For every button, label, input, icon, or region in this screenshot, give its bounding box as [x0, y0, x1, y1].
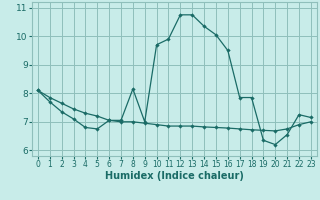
X-axis label: Humidex (Indice chaleur): Humidex (Indice chaleur) — [105, 171, 244, 181]
